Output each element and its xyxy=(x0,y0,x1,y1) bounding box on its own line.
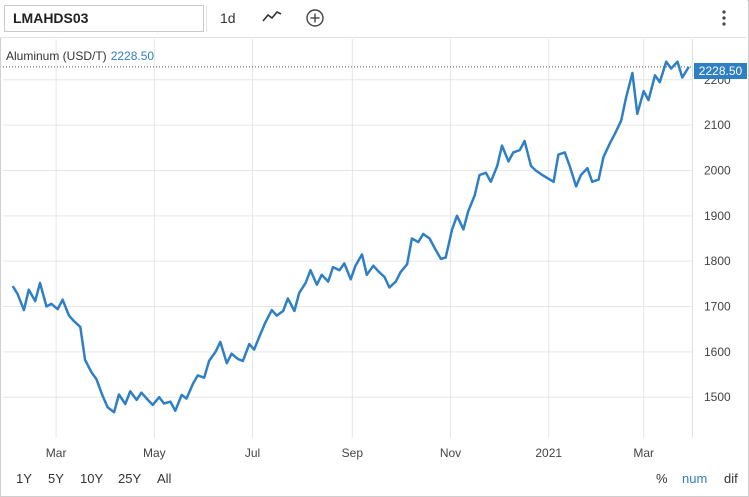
toolbar-divider xyxy=(206,5,207,32)
more-vertical-icon[interactable] xyxy=(716,9,732,29)
y-tick-label: 1500 xyxy=(704,390,731,404)
x-tick-label: Sep xyxy=(342,446,364,460)
x-tick-label: Nov xyxy=(440,446,461,460)
range-5y-button[interactable]: 5Y xyxy=(48,471,64,486)
footer-controls: 1Y 5Y 10Y 25Y All % num dif xyxy=(0,466,747,494)
x-tick-label: May xyxy=(143,446,166,460)
symbol-input[interactable]: LMAHDS03 xyxy=(4,5,204,32)
series-name: Aluminum (USD/T) xyxy=(6,49,107,63)
toolbar: LMAHDS03 1d xyxy=(0,0,747,38)
y-tick-label: 1900 xyxy=(704,209,731,223)
scale-percent-button[interactable]: % xyxy=(656,471,668,486)
range-1y-button[interactable]: 1Y xyxy=(16,471,32,486)
series-value: 2228.50 xyxy=(110,49,155,63)
x-tick-label: Mar xyxy=(46,446,67,460)
grid-lines xyxy=(3,39,693,438)
y-tick-label: 1700 xyxy=(704,300,731,314)
aluminum-price-line[interactable] xyxy=(11,60,690,414)
range-10y-button[interactable]: 10Y xyxy=(80,471,104,486)
y-tick-label: 2000 xyxy=(704,163,731,177)
range-25y-button[interactable]: 25Y xyxy=(118,471,142,486)
x-tick-label: 2021 xyxy=(535,446,562,460)
line-chart-icon[interactable] xyxy=(262,9,282,23)
interval-button[interactable]: 1d xyxy=(220,10,236,26)
last-price-tag: 2228.50 xyxy=(694,63,747,79)
range-all-button[interactable]: All xyxy=(157,471,172,486)
x-axis: Mar May Jul Sep Nov 2021 Mar xyxy=(46,446,654,460)
scale-dif-button[interactable]: dif xyxy=(724,471,738,486)
series-legend: Aluminum (USD/T) 2228.50 xyxy=(6,49,154,63)
scale-num-button[interactable]: num xyxy=(682,471,708,486)
x-tick-label: Mar xyxy=(633,446,654,460)
y-tick-label: 1600 xyxy=(704,345,731,359)
y-tick-label: 2100 xyxy=(704,118,731,132)
x-tick-label: Jul xyxy=(245,446,260,460)
y-tick-label: 1800 xyxy=(704,254,731,268)
add-circle-icon[interactable] xyxy=(305,8,325,28)
